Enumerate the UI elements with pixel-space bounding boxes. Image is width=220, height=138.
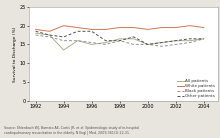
Text: Source: Ehlenbach WJ, Barnato AE, Curtis JR, et al. Epidemiologic study of in-ho: Source: Ehlenbach WJ, Barnato AE, Curtis… bbox=[4, 126, 139, 135]
All patients bbox=[90, 44, 93, 45]
Other patients bbox=[104, 40, 107, 42]
White patients bbox=[90, 29, 93, 30]
Black patients bbox=[48, 36, 51, 38]
Y-axis label: Survival to Discharge (%): Survival to Discharge (%) bbox=[13, 26, 17, 82]
White patients bbox=[76, 27, 79, 28]
Other patients bbox=[34, 30, 37, 32]
Other patients bbox=[132, 36, 135, 38]
White patients bbox=[34, 29, 37, 30]
Black patients bbox=[34, 34, 37, 36]
Line: Other patients: Other patients bbox=[36, 31, 204, 44]
All patients bbox=[62, 49, 65, 51]
White patients bbox=[146, 29, 149, 30]
White patients bbox=[104, 29, 107, 30]
All patients bbox=[146, 44, 149, 45]
Other patients bbox=[160, 42, 163, 43]
White patients bbox=[62, 25, 65, 26]
White patients bbox=[132, 27, 135, 28]
Line: White patients: White patients bbox=[36, 26, 204, 31]
White patients bbox=[48, 30, 51, 32]
Line: Black patients: Black patients bbox=[36, 35, 204, 46]
Other patients bbox=[146, 44, 149, 45]
Black patients bbox=[160, 46, 163, 47]
All patients bbox=[76, 40, 79, 42]
Black patients bbox=[90, 42, 93, 43]
Black patients bbox=[76, 40, 79, 42]
All patients bbox=[104, 42, 107, 43]
Other patients bbox=[202, 38, 205, 40]
All patients bbox=[34, 32, 37, 34]
Other patients bbox=[118, 40, 121, 42]
All patients bbox=[132, 38, 135, 40]
Other patients bbox=[62, 36, 65, 38]
All patients bbox=[160, 42, 163, 43]
All patients bbox=[174, 40, 177, 42]
All patients bbox=[48, 34, 51, 36]
Black patients bbox=[189, 42, 191, 43]
White patients bbox=[202, 27, 205, 28]
Black patients bbox=[202, 38, 205, 40]
Other patients bbox=[90, 30, 93, 32]
Black patients bbox=[132, 44, 135, 45]
All patients bbox=[118, 38, 121, 40]
White patients bbox=[189, 25, 191, 26]
Black patients bbox=[104, 44, 107, 45]
All patients bbox=[202, 38, 205, 40]
All patients bbox=[189, 40, 191, 42]
Black patients bbox=[118, 40, 121, 42]
White patients bbox=[160, 27, 163, 28]
Legend: All patients, White patients, Black patients, Other patients: All patients, White patients, Black pati… bbox=[176, 79, 216, 99]
Other patients bbox=[48, 34, 51, 36]
Black patients bbox=[62, 40, 65, 42]
Other patients bbox=[76, 30, 79, 32]
Other patients bbox=[174, 40, 177, 42]
Black patients bbox=[146, 44, 149, 45]
Line: All patients: All patients bbox=[36, 33, 204, 50]
Black patients bbox=[174, 44, 177, 45]
Other patients bbox=[189, 38, 191, 40]
White patients bbox=[174, 27, 177, 28]
White patients bbox=[118, 27, 121, 28]
